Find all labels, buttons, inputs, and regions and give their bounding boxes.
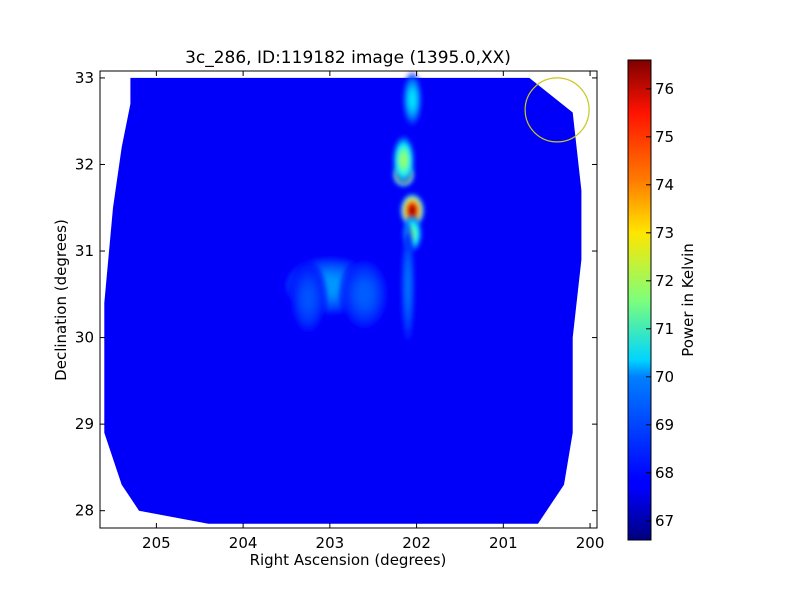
x-tick-label: 204 <box>229 534 258 552</box>
beam-circle <box>524 77 590 143</box>
y-axis-label: Declination (degrees) <box>52 219 70 381</box>
emission-feature <box>339 256 390 332</box>
colorbar-tick-label: 70 <box>655 368 674 386</box>
y-tick-label: 31 <box>75 242 94 260</box>
x-tick-label: 200 <box>576 534 605 552</box>
colorbar-tick-label: 72 <box>655 272 674 290</box>
y-tick-label: 28 <box>75 502 94 520</box>
axes-frame <box>99 70 598 529</box>
x-tick-label: 202 <box>402 534 431 552</box>
emission-feature <box>400 222 416 349</box>
emission-feature <box>289 260 328 337</box>
colorbar-tick-label: 75 <box>655 128 674 146</box>
x-axis-ticks: 205 204 203 202 201 200 <box>142 71 604 552</box>
colorbar-tick-label: 74 <box>655 176 674 194</box>
x-tick-label: 205 <box>142 534 171 552</box>
chart-title: 3c_286, ID:119182 image (1395.0,XX) <box>185 48 511 68</box>
colorbar-ticks: 67 68 69 70 71 72 73 74 75 76 <box>646 80 674 530</box>
colorbar-tick-label: 68 <box>655 464 674 482</box>
colorbar <box>627 59 652 541</box>
colorbar-tick-label: 67 <box>655 512 674 530</box>
y-axis-ticks: 28 29 30 31 32 33 <box>75 69 597 520</box>
heatmap-features <box>279 72 425 349</box>
colorbar-tick-label: 73 <box>655 224 674 242</box>
colorbar-tick-label: 69 <box>655 416 674 434</box>
x-tick-label: 201 <box>489 534 518 552</box>
colorbar-tick-label: 76 <box>655 80 674 98</box>
x-axis-label: Right Ascension (degrees) <box>250 551 447 569</box>
x-tick-label: 203 <box>316 534 345 552</box>
colorbar-tick-label: 71 <box>655 320 674 338</box>
y-tick-label: 29 <box>75 415 94 433</box>
y-tick-label: 33 <box>75 69 94 87</box>
heatmap-plot-area <box>104 72 590 524</box>
emission-feature <box>392 135 415 186</box>
y-tick-label: 30 <box>75 329 94 347</box>
emission-feature <box>402 72 423 128</box>
y-tick-label: 32 <box>75 155 94 173</box>
colorbar-label: Power in Kelvin <box>679 243 697 357</box>
